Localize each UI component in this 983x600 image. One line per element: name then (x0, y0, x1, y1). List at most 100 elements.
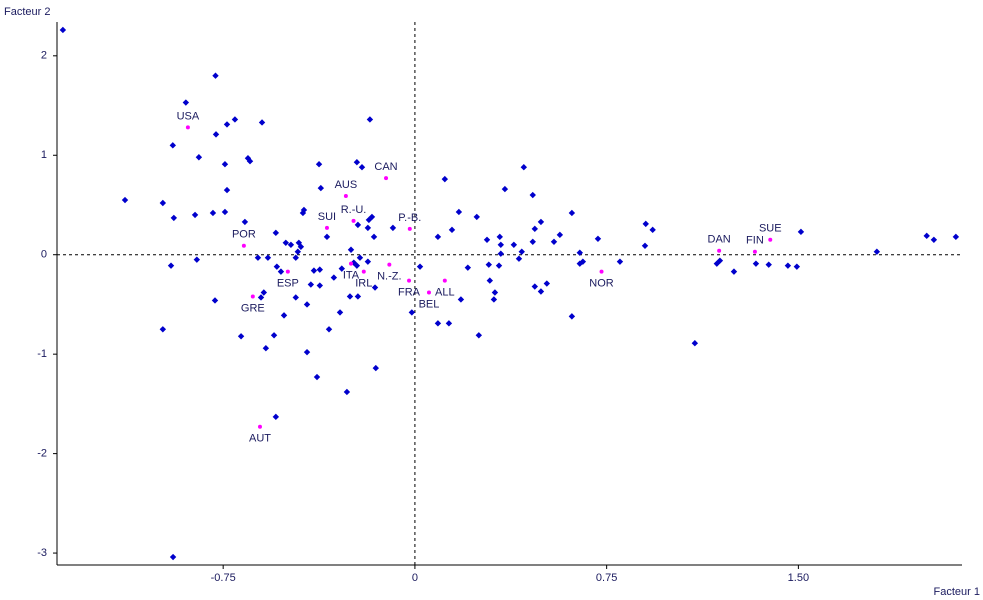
point (952, 233, 960, 241)
labeled-point (351, 218, 356, 223)
point-label: SUE (759, 223, 782, 235)
point (264, 254, 272, 261)
point (364, 224, 372, 232)
point-label: POR (232, 229, 256, 241)
point-label: P.-B. (398, 212, 421, 224)
point (323, 233, 331, 241)
point (473, 213, 480, 221)
point (246, 158, 254, 165)
point (752, 260, 760, 267)
point (568, 313, 576, 320)
point-label: CAN (374, 161, 397, 173)
point (317, 184, 325, 192)
point (434, 320, 442, 327)
point-label: USA (177, 110, 200, 122)
point (448, 226, 456, 234)
point (262, 344, 270, 352)
point (354, 293, 362, 300)
labeled-point (387, 262, 392, 267)
point (191, 211, 199, 219)
point (408, 309, 416, 316)
point (515, 255, 523, 262)
labeled-point (442, 278, 447, 283)
point (491, 289, 499, 296)
point (280, 312, 288, 319)
point-label: NOR (589, 278, 614, 290)
point (441, 175, 449, 183)
y-tick-label: -3 (37, 547, 47, 559)
point (59, 26, 67, 34)
point (292, 294, 299, 301)
labeled-point (407, 226, 412, 231)
point (495, 262, 503, 269)
x-tick-label: 0.75 (596, 572, 617, 584)
point (212, 72, 219, 79)
labeled-point (324, 225, 329, 230)
point (169, 553, 177, 561)
point (221, 208, 229, 216)
point (537, 288, 545, 295)
point (272, 229, 280, 237)
point (537, 218, 545, 226)
point (287, 241, 295, 248)
point (338, 265, 345, 272)
point (445, 320, 453, 327)
point (343, 388, 351, 396)
point (649, 226, 656, 234)
point (307, 281, 315, 288)
point (368, 213, 376, 221)
point (315, 161, 323, 168)
point (169, 142, 177, 149)
point (716, 257, 724, 264)
point (221, 161, 229, 168)
point (641, 242, 649, 249)
point (336, 309, 344, 316)
point (793, 263, 801, 270)
point-label: AUT (249, 433, 271, 445)
point (531, 225, 539, 233)
point (371, 284, 379, 291)
point-label: N.-Z. (377, 271, 401, 283)
point (873, 248, 881, 255)
labeled-point (185, 125, 190, 130)
point (543, 280, 551, 287)
point-label: ITA (343, 270, 360, 282)
point (616, 258, 624, 265)
point (518, 248, 525, 255)
labeled-point (250, 294, 255, 299)
point (212, 131, 220, 138)
point (272, 413, 280, 421)
point (485, 261, 492, 268)
labeled-point (257, 424, 262, 429)
point (303, 348, 311, 356)
labeled-point (752, 249, 757, 254)
point (366, 116, 374, 123)
point (358, 163, 366, 171)
point (159, 326, 167, 333)
point (486, 277, 494, 284)
point (211, 297, 219, 304)
point (520, 163, 528, 171)
point (497, 250, 505, 257)
point (455, 208, 463, 216)
y-tick-label: 0 (41, 249, 47, 261)
point (292, 254, 299, 261)
point (765, 261, 772, 268)
point (930, 236, 938, 243)
point (497, 241, 505, 248)
x-tick-label: 0 (412, 572, 418, 584)
point (260, 289, 268, 296)
point (231, 116, 239, 123)
point (364, 258, 372, 265)
point (346, 293, 354, 300)
point-label: R.-U. (341, 204, 367, 216)
point (550, 238, 558, 245)
point-label: AUS (335, 179, 358, 191)
point (529, 191, 536, 199)
point (330, 274, 338, 281)
point (501, 185, 509, 193)
point (282, 239, 290, 246)
point (510, 241, 518, 248)
point (237, 333, 245, 340)
labeled-point (426, 290, 431, 295)
